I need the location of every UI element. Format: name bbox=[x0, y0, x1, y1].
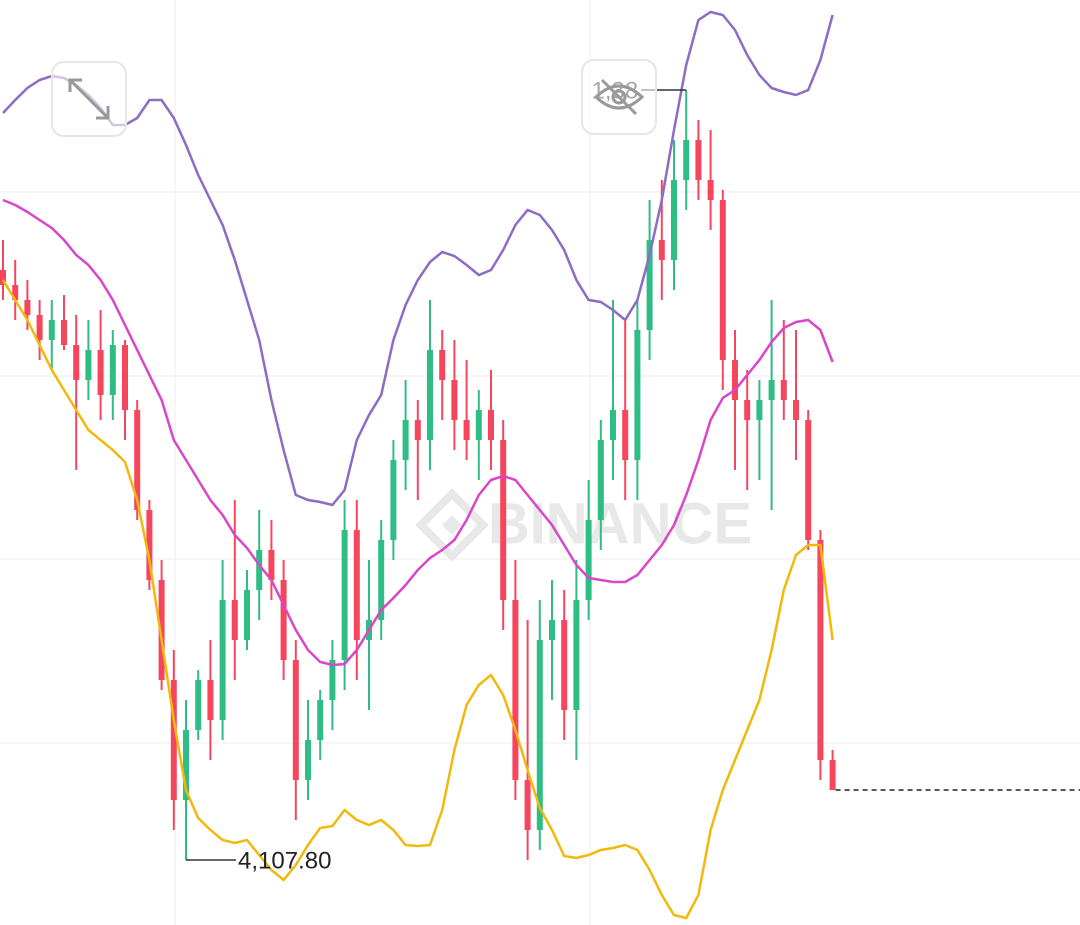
candle-body bbox=[280, 580, 287, 660]
candle-body bbox=[549, 620, 555, 640]
candle-body bbox=[402, 420, 409, 460]
candle-body bbox=[780, 380, 787, 400]
candle-body bbox=[695, 140, 702, 180]
candle-body bbox=[671, 180, 677, 260]
candle-body bbox=[744, 400, 751, 420]
candle-body bbox=[622, 410, 629, 460]
candle-body bbox=[597, 440, 604, 520]
candle-body bbox=[85, 350, 92, 380]
candle-body bbox=[756, 400, 763, 420]
candle-body bbox=[793, 400, 799, 420]
candle-body bbox=[439, 350, 446, 380]
candle-body bbox=[768, 380, 775, 400]
candle-body bbox=[524, 780, 531, 830]
indicator-line bbox=[2, 198, 834, 667]
candle-body bbox=[12, 285, 19, 300]
candle-body bbox=[573, 600, 580, 710]
candle-body bbox=[292, 660, 299, 780]
candle-body bbox=[414, 420, 421, 440]
candle-body bbox=[48, 320, 55, 340]
indicator-line bbox=[1, 279, 834, 920]
candle-body bbox=[536, 640, 543, 830]
candle-body bbox=[73, 345, 80, 380]
candle-body bbox=[658, 240, 665, 260]
indicator-line bbox=[2, 10, 834, 507]
candle-body bbox=[341, 530, 348, 660]
candle-body bbox=[109, 345, 116, 395]
marks bbox=[0, 10, 836, 920]
candle-body bbox=[146, 510, 153, 580]
candle-body bbox=[378, 540, 385, 620]
candle-body bbox=[36, 315, 43, 340]
low-label: 4,107.80 bbox=[238, 847, 331, 874]
candle-body bbox=[158, 580, 165, 680]
candle-body bbox=[329, 660, 336, 700]
candle-body bbox=[183, 730, 189, 800]
candle-body bbox=[610, 410, 616, 440]
candle-body bbox=[634, 330, 641, 460]
candle-body bbox=[829, 760, 836, 790]
candle-body bbox=[475, 410, 482, 440]
candle-body bbox=[646, 240, 653, 330]
candle-body bbox=[500, 440, 507, 600]
candle-body bbox=[561, 620, 568, 710]
candle-body bbox=[256, 550, 263, 590]
watermark: BINANCE bbox=[488, 491, 752, 556]
candle-body bbox=[0, 270, 6, 285]
candle-body bbox=[683, 140, 690, 180]
candle-body bbox=[463, 420, 470, 440]
candle-body bbox=[61, 320, 67, 345]
candle-body bbox=[719, 200, 726, 360]
candle-body bbox=[195, 680, 202, 730]
candle-body bbox=[268, 550, 275, 580]
candle-body bbox=[707, 180, 714, 200]
candle-body bbox=[122, 345, 128, 410]
candle-body bbox=[353, 530, 360, 640]
candle-body bbox=[488, 410, 494, 440]
expand-icon bbox=[68, 78, 110, 120]
candle-body bbox=[317, 700, 324, 740]
candle-body bbox=[97, 350, 104, 395]
candle-body bbox=[219, 600, 226, 720]
candle-body bbox=[427, 350, 433, 440]
candle-body bbox=[585, 520, 592, 600]
candle-body bbox=[817, 540, 824, 760]
candle-body bbox=[134, 410, 141, 510]
candle-body bbox=[512, 600, 519, 780]
candle-body bbox=[244, 590, 250, 640]
candle-body bbox=[207, 680, 214, 720]
candle-body bbox=[24, 300, 31, 315]
candle-body bbox=[390, 460, 397, 540]
candle-body bbox=[170, 680, 177, 800]
candle-body bbox=[732, 360, 738, 400]
candle-body bbox=[231, 600, 238, 640]
candle-body bbox=[451, 380, 458, 420]
candle-body bbox=[305, 740, 311, 780]
hide-icon bbox=[593, 78, 645, 116]
candle-body bbox=[805, 420, 812, 540]
